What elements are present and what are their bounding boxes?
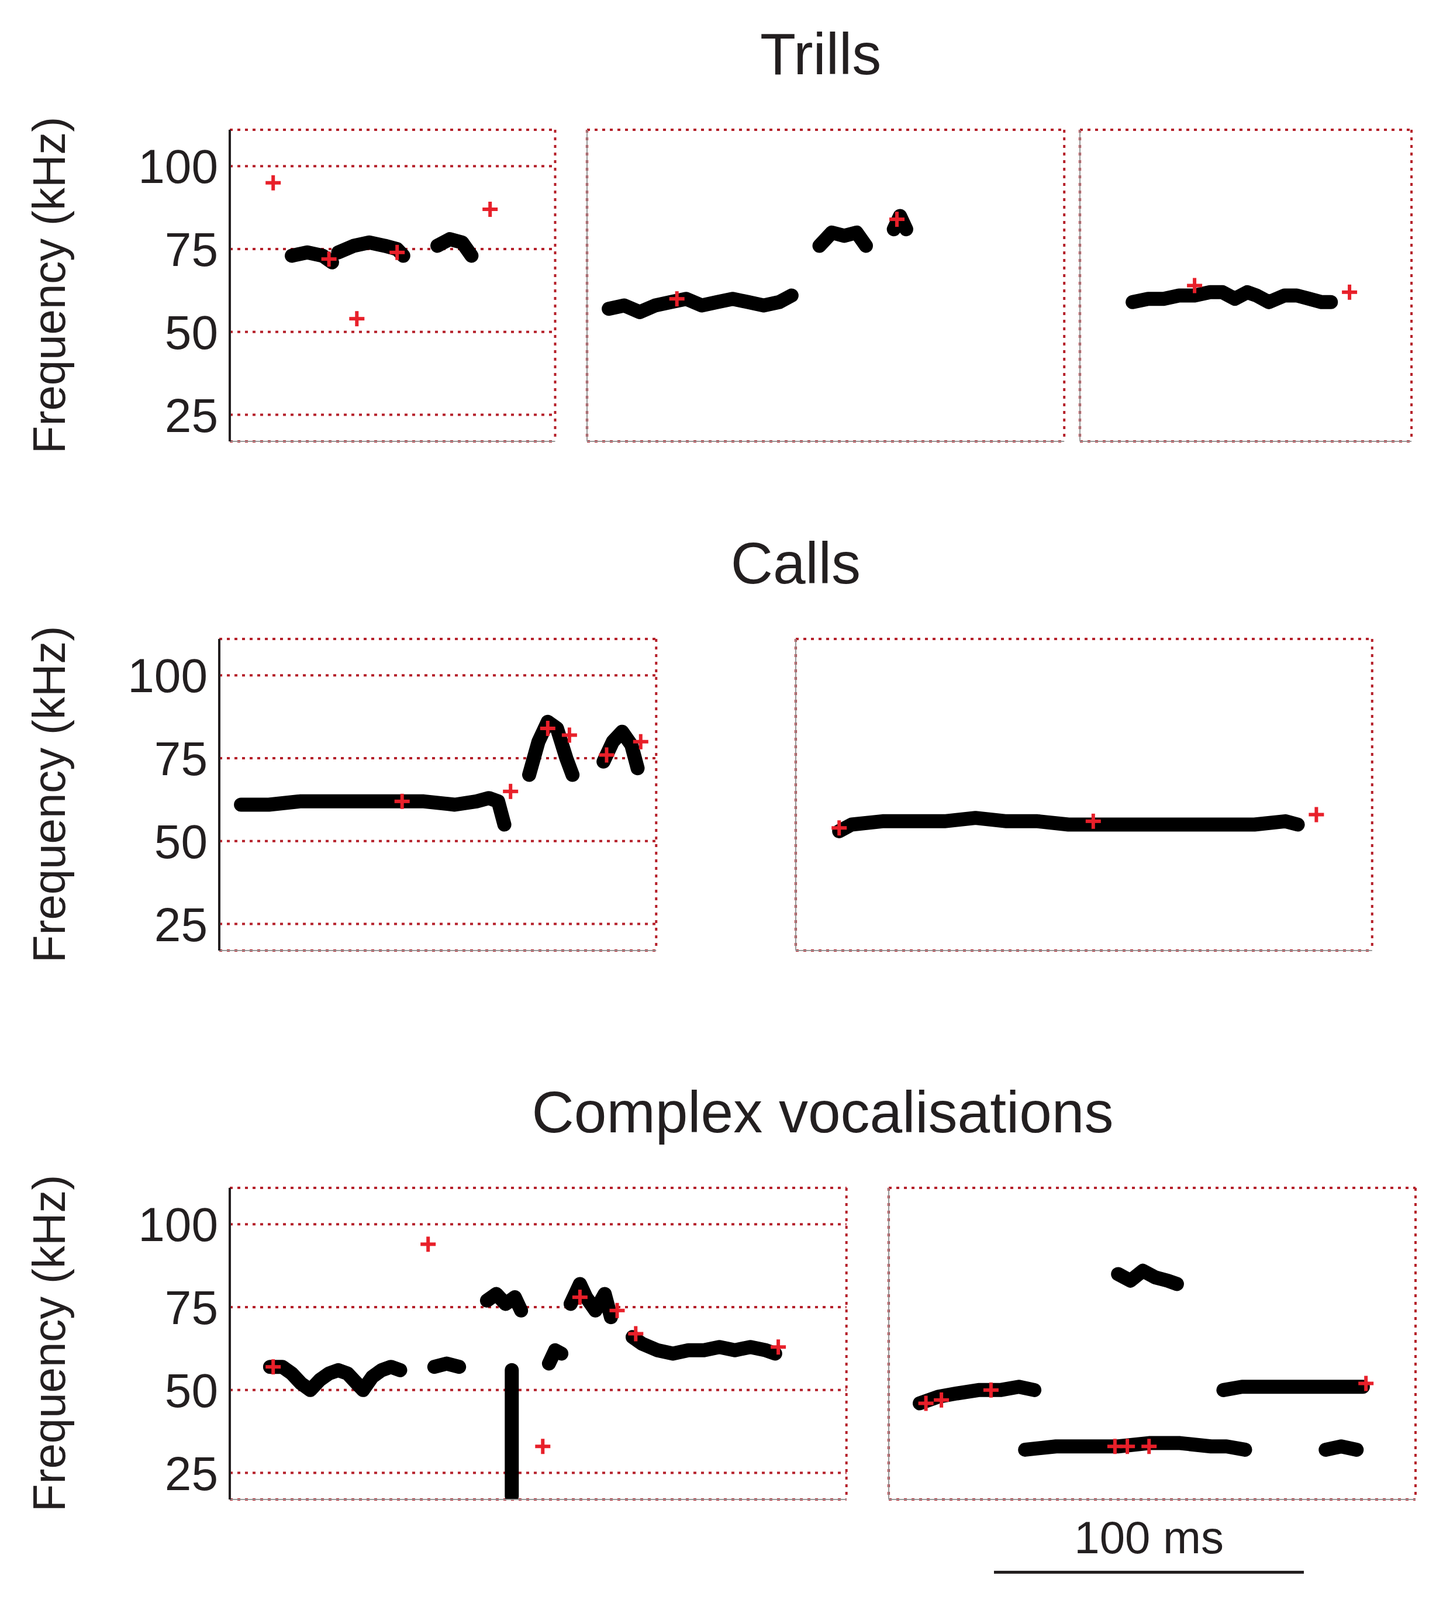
html-text:Frequency (kHz): Frequency (kHz)	[23, 117, 75, 455]
html-text:Frequency (kHz): Frequency (kHz)	[23, 626, 75, 964]
svg-text:25: 25	[154, 898, 208, 952]
html-text:Complex vocalisations: Complex vocalisations	[531, 1079, 1114, 1145]
svg-text:75: 75	[154, 732, 208, 786]
svg-text:100: 100	[137, 1198, 219, 1252]
svg-text:75: 75	[164, 1281, 219, 1335]
svg-text:50: 50	[164, 305, 219, 359]
svg-text:75: 75	[164, 222, 219, 276]
html-text:Trills: Trills	[760, 21, 882, 87]
html-text:Calls: Calls	[730, 530, 861, 596]
svg-text:25: 25	[164, 1447, 219, 1501]
html-text:Frequency (kHz): Frequency (kHz)	[23, 1175, 75, 1513]
svg-text:50: 50	[164, 1364, 219, 1418]
svg-text:25: 25	[164, 388, 219, 443]
svg-text:100: 100	[137, 139, 219, 193]
svg-text:50: 50	[154, 815, 208, 869]
svg-text:100: 100	[127, 649, 208, 703]
html-text:100 ms: 100 ms	[1074, 1512, 1224, 1564]
